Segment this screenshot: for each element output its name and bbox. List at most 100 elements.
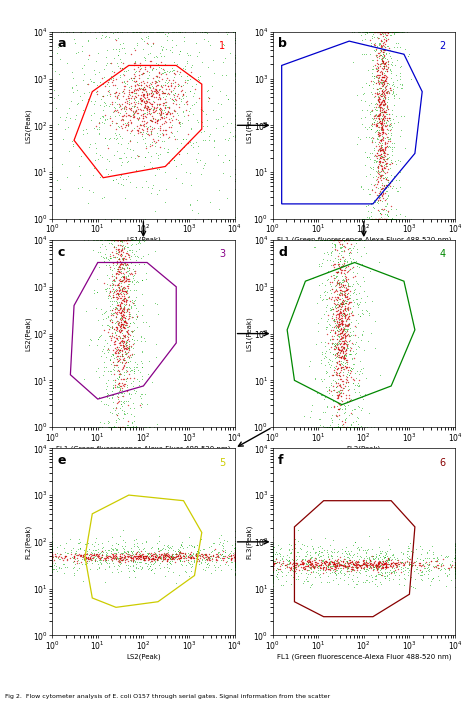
Point [338,292,346,304]
Point [117,552,124,563]
Point [419,574,426,585]
Point [335,346,342,357]
Point [382,563,390,574]
Point [112,234,120,246]
Point [120,306,128,318]
Point [381,57,389,68]
Point [129,107,137,118]
Point [334,546,341,558]
Point [231,556,238,567]
Point [157,79,165,90]
Point [435,562,443,573]
Point [334,545,342,556]
Point [64,547,72,558]
Point [339,304,346,315]
Point [340,307,348,318]
Point [269,556,276,568]
Point [343,421,350,433]
Point [370,556,378,568]
Point [451,544,459,556]
Point [335,313,343,325]
Point [130,58,138,69]
Point [405,550,412,561]
Point [133,250,140,261]
Point [383,213,390,225]
Point [118,305,126,316]
Point [80,104,87,116]
Point [425,556,432,568]
Point [329,348,337,359]
Point [114,341,121,352]
Point [139,553,147,564]
Point [91,421,98,433]
Point [120,234,128,246]
Point [132,420,140,431]
Point [383,175,391,186]
Point [342,323,350,335]
Point [63,550,70,561]
Point [89,558,96,569]
Point [370,554,378,565]
Point [378,128,386,140]
Point [355,401,363,412]
Point [336,234,344,246]
Point [306,558,314,570]
Point [231,550,238,561]
Point [138,388,146,400]
Point [343,234,350,246]
Point [374,65,381,76]
Point [385,140,393,152]
Point [377,568,384,580]
Point [78,554,86,565]
Point [346,342,354,353]
Point [118,283,125,294]
Point [378,54,385,65]
Point [195,546,202,557]
Point [381,91,388,102]
Point [381,66,389,77]
Point [129,105,137,116]
Point [451,562,459,573]
Point [109,558,117,569]
Point [320,234,328,246]
Point [386,162,394,173]
Point [366,265,374,276]
Point [343,361,351,373]
Point [335,323,342,334]
Point [347,393,355,405]
Point [334,333,341,345]
Point [194,147,202,158]
Point [107,321,114,333]
Point [380,106,387,117]
Point [117,234,124,246]
Point [59,39,66,50]
Point [56,554,64,565]
Point [381,26,389,37]
Point [378,213,385,225]
Point [48,565,56,576]
Point [157,50,165,61]
Point [350,378,357,389]
Point [146,421,154,433]
Point [388,213,396,225]
Point [335,389,342,400]
Point [383,26,390,37]
Point [428,556,435,567]
Point [323,402,330,413]
Point [125,311,133,322]
Point [337,559,344,570]
Point [97,303,105,314]
Point [342,347,350,358]
Point [140,258,147,270]
Point [336,356,343,367]
Point [126,309,134,320]
Point [345,304,352,315]
Point [390,566,398,577]
Point [341,310,348,321]
Point [344,261,352,272]
Point [123,421,130,433]
Point [137,546,145,557]
Point [379,213,386,225]
Point [116,551,124,562]
Point [384,27,392,38]
